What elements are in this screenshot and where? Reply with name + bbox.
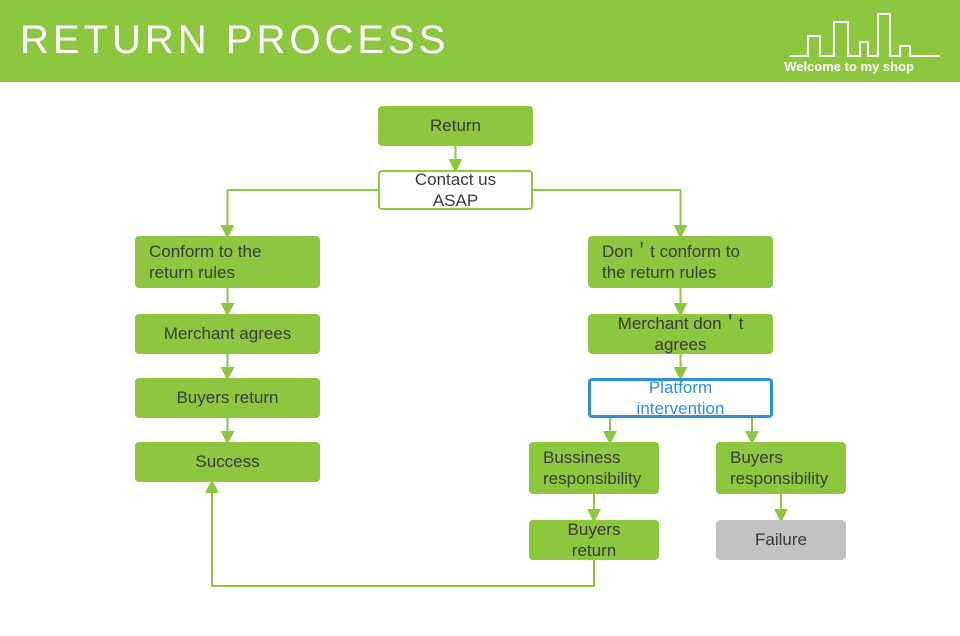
node-contact: Contact us ASAP — [378, 170, 533, 210]
node-noconform: Don＇t conform to the return rules — [588, 236, 773, 288]
node-success: Success — [135, 442, 320, 482]
node-b_return1: Buyers return — [135, 378, 320, 418]
skyline-icon — [790, 12, 940, 58]
header: RETURN PROCESS Welcome to my shop — [0, 0, 960, 82]
header-subtitle: Welcome to my shop — [784, 59, 914, 74]
node-failure: Failure — [716, 520, 846, 560]
node-return: Return — [378, 106, 533, 146]
node-b_return2: Buyers return — [529, 520, 659, 560]
node-conform: Conform to the return rules — [135, 236, 320, 288]
node-buy_resp: Buyers responsibility — [716, 442, 846, 494]
node-m_noagree: Merchant don＇t agrees — [588, 314, 773, 354]
node-biz_resp: Bussiness responsibility — [529, 442, 659, 494]
node-m_agree: Merchant agrees — [135, 314, 320, 354]
edge-contact-noconform — [533, 190, 681, 236]
flowchart-canvas: Return Contact us ASAP Conform to the retu… — [0, 82, 960, 636]
node-platform: Platform intervention — [588, 378, 773, 418]
edge-contact-conform — [228, 190, 379, 236]
